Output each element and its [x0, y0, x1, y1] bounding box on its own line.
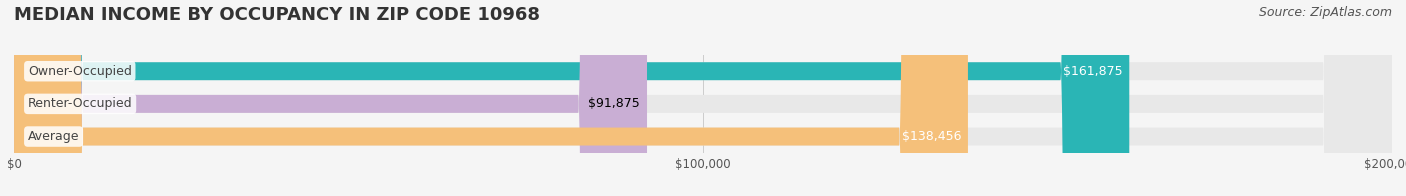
FancyBboxPatch shape	[14, 0, 1129, 196]
FancyBboxPatch shape	[14, 0, 1392, 196]
FancyBboxPatch shape	[14, 0, 647, 196]
Text: Source: ZipAtlas.com: Source: ZipAtlas.com	[1258, 6, 1392, 19]
Text: Renter-Occupied: Renter-Occupied	[28, 97, 132, 110]
Text: $161,875: $161,875	[1063, 65, 1122, 78]
FancyBboxPatch shape	[14, 0, 1392, 196]
Text: Owner-Occupied: Owner-Occupied	[28, 65, 132, 78]
Text: MEDIAN INCOME BY OCCUPANCY IN ZIP CODE 10968: MEDIAN INCOME BY OCCUPANCY IN ZIP CODE 1…	[14, 6, 540, 24]
Text: $91,875: $91,875	[588, 97, 640, 110]
Text: Average: Average	[28, 130, 79, 143]
FancyBboxPatch shape	[14, 0, 1392, 196]
FancyBboxPatch shape	[14, 0, 967, 196]
Text: $138,456: $138,456	[901, 130, 962, 143]
